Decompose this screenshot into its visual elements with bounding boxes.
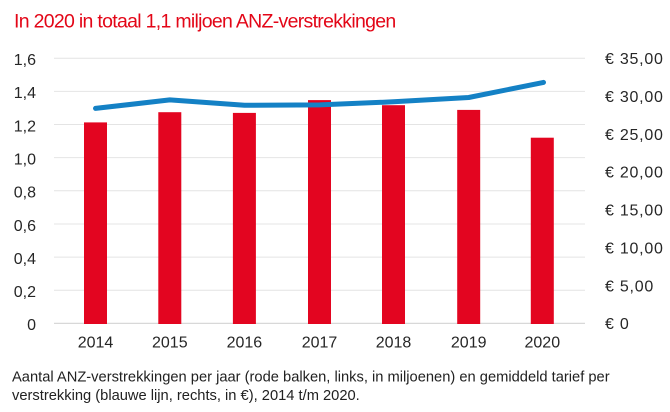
svg-text:€ 20,00: € 20,00 — [605, 165, 664, 182]
svg-text:In 2020 in totaal 1,1 miljoen: In 2020 in totaal 1,1 miljoen ANZ-verstr… — [14, 11, 396, 33]
svg-text:2018: 2018 — [376, 335, 412, 352]
svg-text:€ 35,00: € 35,00 — [605, 51, 664, 68]
svg-text:0,2: 0,2 — [14, 284, 36, 301]
svg-text:1,4: 1,4 — [14, 85, 36, 102]
svg-text:1,2: 1,2 — [14, 118, 36, 135]
svg-text:2015: 2015 — [152, 335, 188, 352]
svg-text:€ 15,00: € 15,00 — [605, 203, 664, 220]
svg-text:€ 25,00: € 25,00 — [605, 127, 664, 144]
svg-text:0: 0 — [27, 317, 36, 334]
svg-text:2019: 2019 — [451, 335, 487, 352]
svg-text:2016: 2016 — [227, 335, 263, 352]
svg-text:0,8: 0,8 — [14, 185, 36, 202]
svg-text:2017: 2017 — [302, 335, 338, 352]
svg-text:verstrekking (blauwe lijn, rec: verstrekking (blauwe lijn, rechts, in €)… — [12, 388, 360, 404]
svg-text:1,6: 1,6 — [14, 52, 36, 69]
svg-text:0,6: 0,6 — [14, 218, 36, 235]
svg-text:0,4: 0,4 — [14, 251, 36, 268]
svg-text:2020: 2020 — [525, 335, 561, 352]
svg-text:€ 10,00: € 10,00 — [605, 240, 664, 257]
svg-text:€ 30,00: € 30,00 — [605, 89, 664, 106]
svg-text:€ 0: € 0 — [605, 316, 630, 333]
svg-text:€ 5,00: € 5,00 — [605, 278, 654, 295]
svg-text:1,0: 1,0 — [14, 151, 36, 168]
svg-text:Aantal ANZ-verstrekkingen per: Aantal ANZ-verstrekkingen per jaar (rode… — [12, 370, 610, 386]
svg-text:2014: 2014 — [78, 335, 114, 352]
